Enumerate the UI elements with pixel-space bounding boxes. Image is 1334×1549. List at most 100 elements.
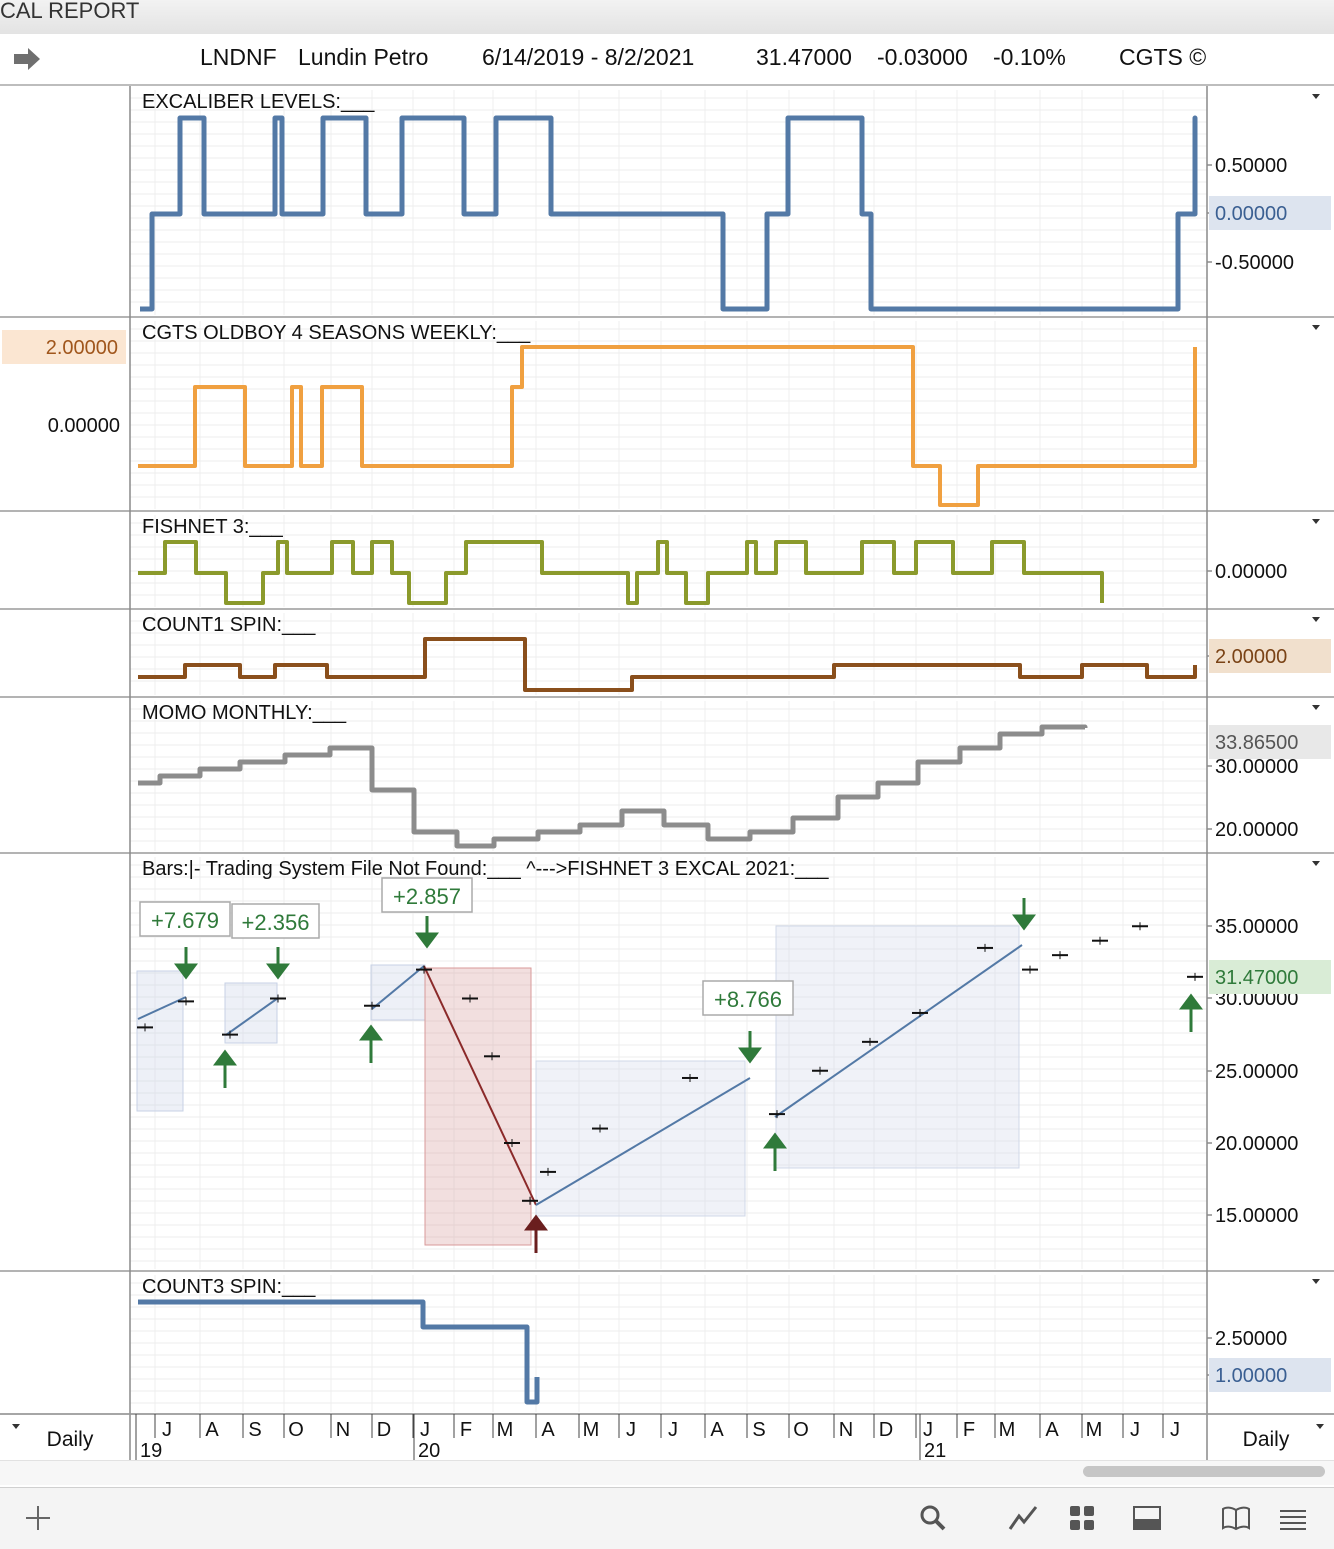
x-tick-label: S xyxy=(248,1419,261,1441)
sell-arrow xyxy=(266,947,290,980)
signal-zone xyxy=(424,967,532,1246)
fishnet-series xyxy=(138,540,1104,605)
x-tick-label: J xyxy=(162,1419,172,1441)
last-value-badge xyxy=(1209,960,1331,994)
panel-title: FISHNET 3:___ xyxy=(142,516,284,538)
chevron-down-icon xyxy=(1312,325,1320,330)
chart-line-icon[interactable] xyxy=(1007,1502,1039,1534)
y-tick-label: 15.00000 xyxy=(1215,1205,1298,1227)
panel-title: COUNT3 SPIN:___ xyxy=(142,1276,316,1298)
arrow-right-icon[interactable] xyxy=(12,46,42,72)
date-range: 6/14/2019 - 8/2/2021 xyxy=(482,44,695,70)
chevron-down-icon xyxy=(1312,94,1320,99)
last-value-badge xyxy=(1209,196,1331,230)
chevron-down-icon xyxy=(12,1424,20,1429)
x-tick-label: M xyxy=(497,1419,514,1441)
last-value: 0.00000 xyxy=(1215,203,1287,225)
x-tick-label: J xyxy=(626,1419,636,1441)
chevron-down-icon xyxy=(1312,617,1320,622)
panel-title: MOMO MONTHLY:___ xyxy=(142,702,347,724)
chevron-down-icon xyxy=(1316,1424,1324,1429)
price-change-percent: -0.10% xyxy=(993,44,1066,70)
panel-icon[interactable] xyxy=(1131,1502,1163,1534)
gain-label: +2.356 xyxy=(242,910,310,935)
x-tick-label: A xyxy=(541,1419,555,1441)
x-tick-label: A xyxy=(205,1419,219,1441)
book-icon[interactable] xyxy=(1220,1502,1252,1534)
quote-header: LNDNF Lundin Petro 6/14/2019 - 8/2/2021 … xyxy=(0,34,1334,86)
price-change: -0.03000 xyxy=(877,44,968,70)
x-year-label: 19 xyxy=(140,1440,162,1460)
last-price: 31.47000 xyxy=(756,44,852,70)
x-tick-label: J xyxy=(923,1419,933,1441)
gain-label-box xyxy=(702,980,794,1016)
x-tick-label: J xyxy=(420,1419,430,1441)
sell-arrow xyxy=(1012,898,1036,931)
x-tick-label: F xyxy=(460,1419,472,1441)
panel-title: COUNT1 SPIN:___ xyxy=(142,614,316,636)
x-year-label: 21 xyxy=(924,1440,946,1460)
x-tick-label: A xyxy=(1045,1419,1059,1441)
buy-arrow xyxy=(524,1214,548,1253)
gain-label: +8.766 xyxy=(714,987,782,1012)
x-tick-label: O xyxy=(288,1419,304,1441)
chevron-down-icon xyxy=(1312,705,1320,710)
y-tick-label: 0.50000 xyxy=(1215,155,1287,177)
chevron-down-icon xyxy=(1312,519,1320,524)
trend-line xyxy=(371,965,425,1010)
x-year-label: 20 xyxy=(418,1440,440,1460)
y-tick-label: 0.00000 xyxy=(1215,561,1287,583)
x-tick-label: O xyxy=(793,1419,809,1441)
panel-title: CGTS OLDBOY 4 SEASONS WEEKLY:___ xyxy=(142,322,531,344)
gain-label-box xyxy=(139,901,231,937)
period-selector-right: Daily xyxy=(1243,1428,1290,1451)
horizontal-scrollbar[interactable] xyxy=(1083,1466,1325,1477)
panel-title: EXCALIBER LEVELS:___ xyxy=(142,91,375,113)
x-tick-label: J xyxy=(1130,1419,1140,1441)
gain-label-box xyxy=(381,877,473,913)
y-tick-label: -0.50000 xyxy=(1215,252,1294,274)
last-value: 31.47000 xyxy=(1215,967,1298,989)
x-tick-label: M xyxy=(583,1419,600,1441)
signal-zone xyxy=(136,970,184,1112)
grid-icon[interactable] xyxy=(1066,1502,1098,1534)
y-tick-label: 20.00000 xyxy=(1215,819,1298,841)
search-icon[interactable] xyxy=(917,1502,949,1534)
symbol-label: LNDNF xyxy=(200,44,277,70)
menu-icon[interactable] xyxy=(1277,1502,1309,1534)
x-tick-label: D xyxy=(879,1419,893,1441)
x-tick-label: A xyxy=(710,1419,724,1441)
sell-arrow xyxy=(415,916,439,949)
company-name: Lundin Petro xyxy=(298,44,429,70)
signal-zone xyxy=(224,982,278,1044)
signal-zone xyxy=(535,1060,746,1217)
x-tick-label: F xyxy=(963,1419,975,1441)
y-tick-label: 20.00000 xyxy=(1215,1133,1298,1155)
signal-zone xyxy=(370,964,426,1021)
sell-arrow xyxy=(174,947,198,980)
panel-title: Bars:|- Trading System File Not Found:__… xyxy=(142,858,829,880)
y-tick-label: 30.00000 xyxy=(1215,756,1298,778)
last-value-badge xyxy=(1209,1358,1331,1392)
y-tick-label: 25.00000 xyxy=(1215,1061,1298,1083)
y-tick-label: 0.00000 xyxy=(48,415,120,437)
last-value: 1.00000 xyxy=(1215,1365,1287,1387)
brand-label: CGTS © xyxy=(1119,44,1207,70)
period-selector-left: Daily xyxy=(47,1428,94,1451)
chevron-down-icon xyxy=(1312,1279,1320,1284)
add-icon[interactable] xyxy=(22,1502,54,1534)
count3-series xyxy=(138,1299,540,1405)
last-value: 2.00000 xyxy=(46,337,118,359)
last-value-badge xyxy=(1209,725,1331,759)
x-tick-label: S xyxy=(752,1419,765,1441)
sell-arrow xyxy=(738,1031,762,1064)
last-value: 33.86500 xyxy=(1215,732,1298,754)
trend-line xyxy=(225,997,279,1036)
last-value: 2.00000 xyxy=(1215,646,1287,668)
buy-arrow xyxy=(1179,993,1203,1032)
count1-series xyxy=(138,637,1197,692)
x-tick-label: N xyxy=(839,1419,853,1441)
trend-line xyxy=(423,965,537,1206)
buy-arrow xyxy=(359,1024,383,1063)
chart-area[interactable]: EXCALIBER LEVELS:___ 0.50000 0.00000 -0.500… xyxy=(0,0,1334,1460)
